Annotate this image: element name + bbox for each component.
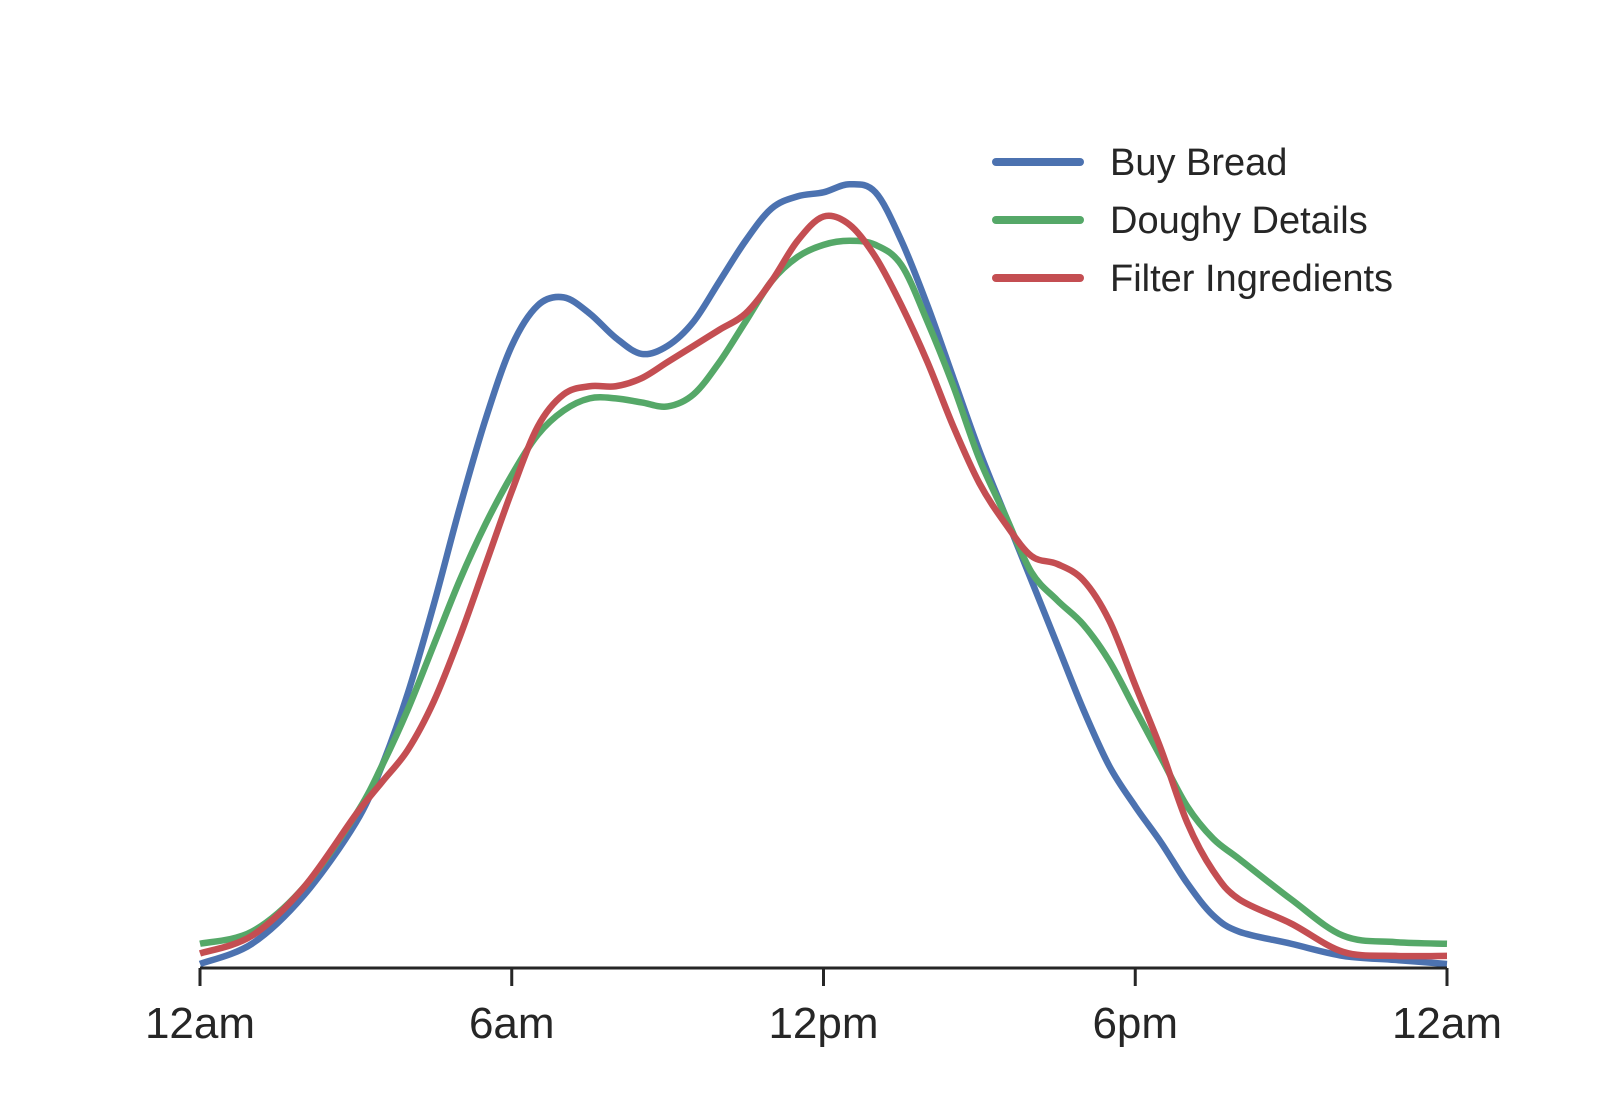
x-tick-label: 12am xyxy=(145,999,255,1048)
legend-label: Doughy Details xyxy=(1110,200,1368,242)
series-layer xyxy=(198,180,1448,968)
legend-label: Buy Bread xyxy=(1110,142,1287,184)
legend-label: Filter Ingredients xyxy=(1110,258,1393,300)
series-line-filter-ingredients xyxy=(198,212,1448,960)
x-tick-label: 6am xyxy=(469,999,555,1048)
legend: Buy Bread Doughy Details Filter Ingredient… xyxy=(992,142,1393,300)
legend-item-doughy-details: Doughy Details xyxy=(992,200,1368,242)
series-line-doughy-details xyxy=(199,237,1448,948)
legend-item-filter-ingredients: Filter Ingredients xyxy=(992,258,1393,300)
x-tick-layer: 12am 6am 12pm 6pm 12am xyxy=(145,968,1502,1048)
series-line-buy-bread xyxy=(198,180,1448,968)
legend-item-buy-bread: Buy Bread xyxy=(992,142,1287,184)
x-tick-label: 12pm xyxy=(768,999,878,1048)
x-tick-label: 6pm xyxy=(1092,999,1178,1048)
x-tick-label: 12am xyxy=(1392,999,1502,1048)
